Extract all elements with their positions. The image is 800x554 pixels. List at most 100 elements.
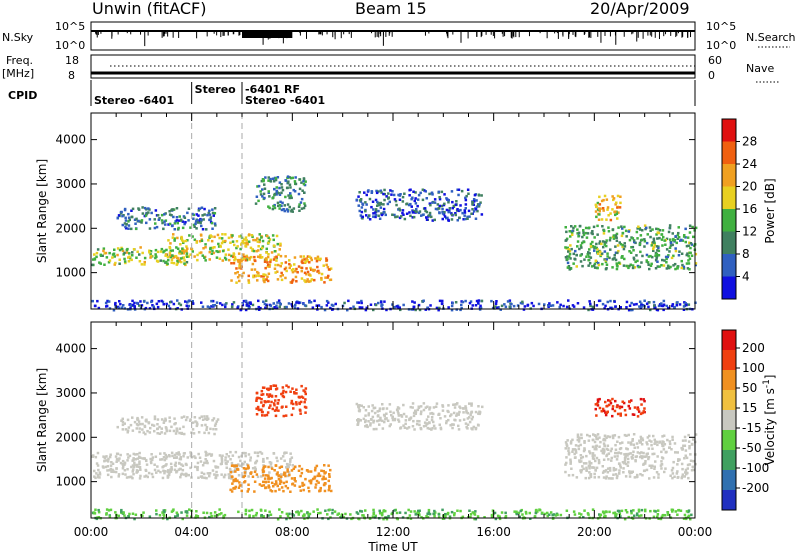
range-gate-cell bbox=[569, 440, 573, 443]
range-gate-cell bbox=[378, 409, 381, 413]
range-gate-cell bbox=[667, 265, 670, 268]
range-gate-cell bbox=[556, 513, 559, 517]
range-gate-cell bbox=[579, 443, 582, 447]
range-gate-cell bbox=[582, 306, 586, 309]
range-gate-cell bbox=[614, 399, 617, 403]
range-gate-cell bbox=[612, 237, 616, 240]
range-gate-cell bbox=[441, 212, 445, 215]
range-gate-cell bbox=[428, 202, 432, 205]
range-gate-cell bbox=[252, 275, 255, 279]
range-gate-cell bbox=[688, 445, 691, 448]
range-gate-cell bbox=[135, 427, 138, 430]
range-gate-cell bbox=[189, 466, 192, 470]
range-gate-cell bbox=[596, 201, 600, 205]
range-gate-cell bbox=[620, 225, 623, 228]
range-gate-cell bbox=[310, 278, 314, 281]
range-gate-cell bbox=[178, 461, 181, 465]
range-gate-cell bbox=[676, 470, 679, 473]
range-gate-cell bbox=[414, 409, 417, 412]
range-gate-cell bbox=[657, 476, 660, 479]
range-gate-cell bbox=[147, 207, 150, 210]
range-gate-cell bbox=[123, 463, 126, 466]
range-gate-cell bbox=[175, 219, 179, 222]
range-gate-cell bbox=[208, 258, 211, 261]
range-gate-cell bbox=[237, 486, 241, 489]
range-gate-cell bbox=[163, 432, 167, 435]
range-gate-cell bbox=[124, 261, 127, 265]
range-gate-cell bbox=[230, 490, 234, 493]
range-gate-cell bbox=[118, 258, 121, 261]
range-gate-cell bbox=[637, 410, 641, 413]
range-gate-cell bbox=[236, 276, 240, 279]
range-gate-cell bbox=[621, 231, 625, 235]
range-gate-cell bbox=[480, 299, 484, 303]
range-gate-cell bbox=[621, 245, 624, 249]
range-gate-cell bbox=[680, 259, 683, 263]
range-gate-cell bbox=[238, 264, 241, 267]
range-gate-cell bbox=[267, 236, 270, 239]
range-gate-cell bbox=[189, 226, 192, 229]
range-gate-cell bbox=[670, 448, 673, 451]
range-gate-cell bbox=[574, 249, 577, 253]
range-gate-cell bbox=[209, 246, 212, 250]
range-gate-cell bbox=[420, 410, 423, 413]
range-gate-cell bbox=[269, 461, 273, 465]
range-gate-cell bbox=[254, 514, 258, 517]
colorbar-swatch bbox=[722, 410, 736, 430]
range-gate-cell bbox=[326, 513, 329, 516]
range-gate-cell bbox=[598, 210, 601, 213]
range-gate-cell bbox=[595, 205, 598, 209]
range-gate-cell bbox=[408, 211, 411, 214]
range-gate-cell bbox=[382, 203, 385, 206]
range-gate-cell bbox=[173, 456, 176, 459]
range-gate-cell bbox=[591, 457, 595, 460]
range-gate-cell bbox=[181, 220, 185, 223]
range-gate-cell bbox=[605, 411, 609, 414]
range-gate-cell bbox=[275, 307, 279, 310]
range-gate-cell bbox=[675, 304, 679, 307]
range-gate-cell bbox=[466, 217, 469, 220]
range-gate-cell bbox=[649, 308, 652, 312]
range-gate-cell bbox=[126, 431, 129, 434]
range-gate-cell bbox=[290, 210, 293, 213]
range-gate-cell bbox=[216, 474, 219, 477]
range-gate-cell bbox=[640, 443, 644, 446]
range-gate-cell bbox=[107, 300, 111, 303]
range-gate-cell bbox=[291, 278, 295, 281]
range-gate-cell bbox=[464, 217, 467, 221]
range-gate-cell bbox=[596, 266, 599, 270]
range-gate-cell bbox=[365, 424, 368, 427]
range-gate-cell bbox=[167, 304, 171, 308]
range-gate-cell bbox=[277, 253, 280, 256]
range-gate-cell bbox=[266, 234, 269, 238]
range-gate-cell bbox=[566, 257, 569, 261]
range-gate-cell bbox=[123, 207, 127, 211]
range-gate-cell bbox=[437, 413, 440, 416]
range-gate-cell bbox=[96, 451, 100, 455]
range-gate-cell bbox=[236, 306, 239, 309]
range-gate-cell bbox=[379, 206, 383, 209]
range-gate-cell bbox=[426, 306, 429, 310]
range-gate-cell bbox=[291, 387, 294, 390]
range-gate-cell bbox=[231, 240, 235, 243]
range-gate-cell bbox=[592, 264, 596, 267]
range-gate-cell bbox=[474, 304, 478, 307]
range-gate-cell bbox=[193, 225, 196, 228]
range-gate-cell bbox=[602, 240, 605, 243]
range-gate-cell bbox=[567, 265, 571, 268]
range-gate-cell bbox=[625, 511, 629, 514]
range-gate-cell bbox=[459, 204, 462, 207]
range-gate-cell bbox=[285, 466, 288, 469]
range-gate-cell bbox=[414, 191, 417, 194]
range-gate-cell bbox=[99, 262, 102, 265]
range-gate-cell bbox=[303, 191, 306, 194]
range-gate-cell bbox=[412, 215, 416, 219]
range-gate-cell bbox=[656, 443, 659, 447]
range-gate-cell bbox=[639, 234, 643, 237]
range-gate-cell bbox=[587, 251, 590, 254]
range-gate-cell bbox=[606, 444, 610, 447]
range-gate-cell bbox=[305, 280, 309, 283]
range-gate-cell bbox=[277, 474, 281, 477]
range-gate-cell bbox=[369, 422, 372, 425]
